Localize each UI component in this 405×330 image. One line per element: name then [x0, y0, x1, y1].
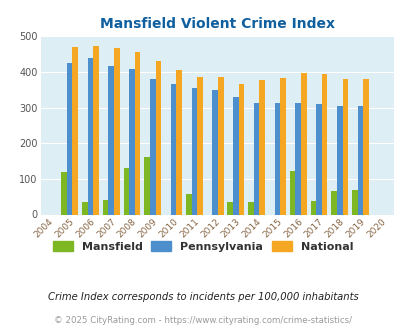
Bar	[279, 78, 285, 214]
Bar	[310, 201, 315, 214]
Bar	[191, 88, 197, 214]
Bar	[149, 79, 155, 214]
Bar	[248, 202, 253, 215]
Bar	[259, 81, 264, 214]
Bar	[171, 84, 176, 214]
Bar	[82, 202, 87, 215]
Bar	[129, 69, 134, 215]
Bar	[357, 106, 362, 214]
Bar	[134, 52, 140, 214]
Text: Crime Index corresponds to incidents per 100,000 inhabitants: Crime Index corresponds to incidents per…	[47, 292, 358, 302]
Bar	[300, 73, 306, 215]
Bar	[336, 106, 342, 214]
Bar	[102, 200, 108, 214]
Bar	[274, 103, 279, 214]
Bar	[253, 103, 259, 214]
Bar	[185, 194, 191, 214]
Bar	[197, 77, 202, 215]
Bar	[289, 171, 295, 214]
Text: © 2025 CityRating.com - https://www.cityrating.com/crime-statistics/: © 2025 CityRating.com - https://www.city…	[54, 315, 351, 325]
Bar	[123, 168, 129, 214]
Legend: Mansfield, Pennsylvania, National: Mansfield, Pennsylvania, National	[53, 241, 352, 252]
Bar	[176, 70, 181, 214]
Bar	[351, 189, 357, 214]
Bar	[108, 66, 114, 214]
Bar	[315, 104, 321, 214]
Bar	[155, 60, 161, 214]
Bar	[342, 79, 347, 214]
Bar	[93, 46, 99, 214]
Bar	[212, 90, 217, 214]
Bar	[114, 48, 119, 214]
Bar	[238, 84, 244, 214]
Bar	[61, 172, 67, 214]
Bar	[232, 97, 238, 214]
Bar	[217, 77, 223, 215]
Bar	[67, 63, 72, 214]
Bar	[87, 58, 93, 214]
Bar	[227, 202, 232, 215]
Bar	[330, 191, 336, 214]
Bar	[72, 47, 78, 214]
Bar	[144, 157, 149, 214]
Title: Mansfield Violent Crime Index: Mansfield Violent Crime Index	[100, 17, 334, 31]
Bar	[295, 103, 300, 214]
Bar	[362, 80, 368, 214]
Bar	[321, 74, 326, 214]
